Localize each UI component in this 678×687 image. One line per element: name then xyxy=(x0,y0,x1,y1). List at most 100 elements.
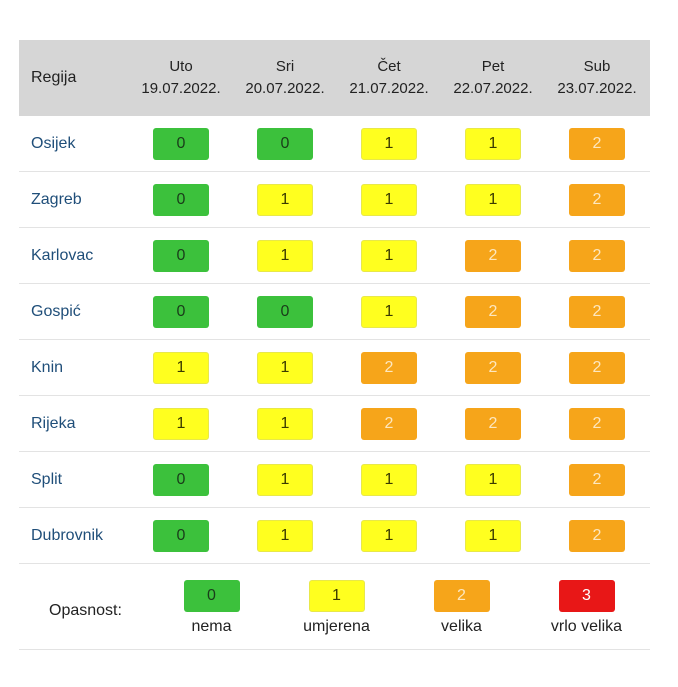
danger-level-badge: 0 xyxy=(153,463,209,496)
danger-level-badge: 0 xyxy=(153,127,209,160)
danger-level-badge: 1 xyxy=(257,351,313,384)
level-cell: 2 xyxy=(545,295,649,328)
level-cell: 2 xyxy=(441,295,545,328)
region-name[interactable]: Knin xyxy=(31,358,64,376)
danger-level-badge: 1 xyxy=(153,351,209,384)
level-cell: 1 xyxy=(337,239,441,272)
legend-label: Opasnost: xyxy=(49,602,122,619)
danger-level-badge: 2 xyxy=(569,463,625,496)
danger-level-badge: 2 xyxy=(465,407,521,440)
danger-level-badge: 0 xyxy=(257,127,313,160)
legend-badge: 3 xyxy=(558,580,615,612)
region-name[interactable]: Karlovac xyxy=(31,246,94,264)
header-day-3: Pet 22.07.2022. xyxy=(441,56,545,100)
region-name[interactable]: Rijeka xyxy=(31,414,76,432)
region-name[interactable]: Split xyxy=(31,470,63,488)
day-name: Uto xyxy=(169,58,193,75)
legend-item-0: 0 nema xyxy=(149,580,274,636)
level-cell: 2 xyxy=(545,127,649,160)
legend-badge: 2 xyxy=(433,580,490,612)
region-name[interactable]: Osijek xyxy=(31,134,76,152)
level-cell: 0 xyxy=(233,295,337,328)
day-date: 20.07.2022. xyxy=(245,80,325,97)
danger-level-badge: 0 xyxy=(153,183,209,216)
header-day-1: Sri 20.07.2022. xyxy=(233,56,337,100)
day-date: 22.07.2022. xyxy=(453,80,533,97)
danger-level-badge: 2 xyxy=(569,127,625,160)
level-cell: 1 xyxy=(233,519,337,552)
level-cell: 2 xyxy=(545,239,649,272)
danger-level-badge: 1 xyxy=(465,463,521,496)
level-cell: 2 xyxy=(545,351,649,384)
region-name[interactable]: Dubrovnik xyxy=(31,526,104,544)
region-name[interactable]: Gospić xyxy=(31,302,81,320)
table-body: Osijek 0 0 1 1 2 Zagreb 0 1 1 1 2 Karlovac 0 1 1 2 2 Gospi… xyxy=(19,116,650,564)
danger-level-badge: 1 xyxy=(465,127,521,160)
danger-level-badge: 2 xyxy=(569,351,625,384)
danger-level-badge: 2 xyxy=(569,183,625,216)
day-name: Sub xyxy=(583,58,611,75)
level-cell: 1 xyxy=(129,351,233,384)
region-name[interactable]: Zagreb xyxy=(31,190,82,208)
table-row: Karlovac 0 1 1 2 2 xyxy=(19,228,650,284)
danger-level-badge: 2 xyxy=(569,519,625,552)
level-cell: 0 xyxy=(129,127,233,160)
level-cell: 1 xyxy=(129,407,233,440)
table-row: Dubrovnik 0 1 1 1 2 xyxy=(19,508,650,564)
header-day-4: Sub 23.07.2022. xyxy=(545,56,649,100)
danger-level-badge: 1 xyxy=(257,519,313,552)
day-name: Sri xyxy=(275,58,295,75)
danger-level-badge: 2 xyxy=(465,239,521,272)
level-cell: 2 xyxy=(441,407,545,440)
table-header: Regija Uto 19.07.2022. Sri 20.07.2022. Č… xyxy=(19,40,650,116)
table-row: Knin 1 1 2 2 2 xyxy=(19,340,650,396)
day-date: 19.07.2022. xyxy=(141,80,221,97)
level-cell: 0 xyxy=(129,463,233,496)
level-cell: 1 xyxy=(337,519,441,552)
danger-legend: Opasnost: 0 nema 1 umjerena 2 velika 3 v… xyxy=(19,564,650,650)
danger-level-badge: 2 xyxy=(569,239,625,272)
danger-level-badge: 1 xyxy=(361,463,417,496)
level-cell: 2 xyxy=(441,239,545,272)
level-cell: 1 xyxy=(337,183,441,216)
danger-level-badge: 1 xyxy=(257,239,313,272)
level-cell: 1 xyxy=(233,239,337,272)
danger-level-badge: 1 xyxy=(361,127,417,160)
table-row: Split 0 1 1 1 2 xyxy=(19,452,650,508)
level-cell: 2 xyxy=(441,351,545,384)
legend-item-1: 1 umjerena xyxy=(274,580,399,636)
level-cell: 2 xyxy=(337,407,441,440)
level-cell: 2 xyxy=(545,407,649,440)
level-cell: 2 xyxy=(337,351,441,384)
table-row: Osijek 0 0 1 1 2 xyxy=(19,116,650,172)
legend-badge: 1 xyxy=(308,580,365,612)
danger-level-badge: 2 xyxy=(361,407,417,440)
danger-level-badge: 1 xyxy=(361,295,417,328)
danger-level-badge: 2 xyxy=(465,351,521,384)
day-date: 23.07.2022. xyxy=(557,80,637,97)
danger-level-badge: 1 xyxy=(465,519,521,552)
danger-level-badge: 1 xyxy=(257,183,313,216)
fire-danger-table: Regija Uto 19.07.2022. Sri 20.07.2022. Č… xyxy=(19,40,650,650)
danger-level-badge: 1 xyxy=(361,239,417,272)
level-cell: 2 xyxy=(545,183,649,216)
level-cell: 0 xyxy=(129,183,233,216)
level-cell: 1 xyxy=(441,519,545,552)
legend-item-2: 2 velika xyxy=(399,580,524,636)
day-name: Pet xyxy=(481,58,505,75)
level-cell: 0 xyxy=(233,127,337,160)
legend-text: nema xyxy=(191,618,232,635)
level-cell: 1 xyxy=(441,463,545,496)
legend-badge: 0 xyxy=(183,580,240,612)
danger-level-badge: 1 xyxy=(153,407,209,440)
level-cell: 1 xyxy=(233,463,337,496)
legend-item-3: 3 vrlo velika xyxy=(524,580,649,636)
danger-level-badge: 1 xyxy=(361,519,417,552)
level-cell: 0 xyxy=(129,239,233,272)
level-cell: 2 xyxy=(545,519,649,552)
level-cell: 1 xyxy=(441,127,545,160)
danger-level-badge: 2 xyxy=(569,295,625,328)
danger-level-badge: 0 xyxy=(153,519,209,552)
level-cell: 2 xyxy=(545,463,649,496)
table-row: Gospić 0 0 1 2 2 xyxy=(19,284,650,340)
